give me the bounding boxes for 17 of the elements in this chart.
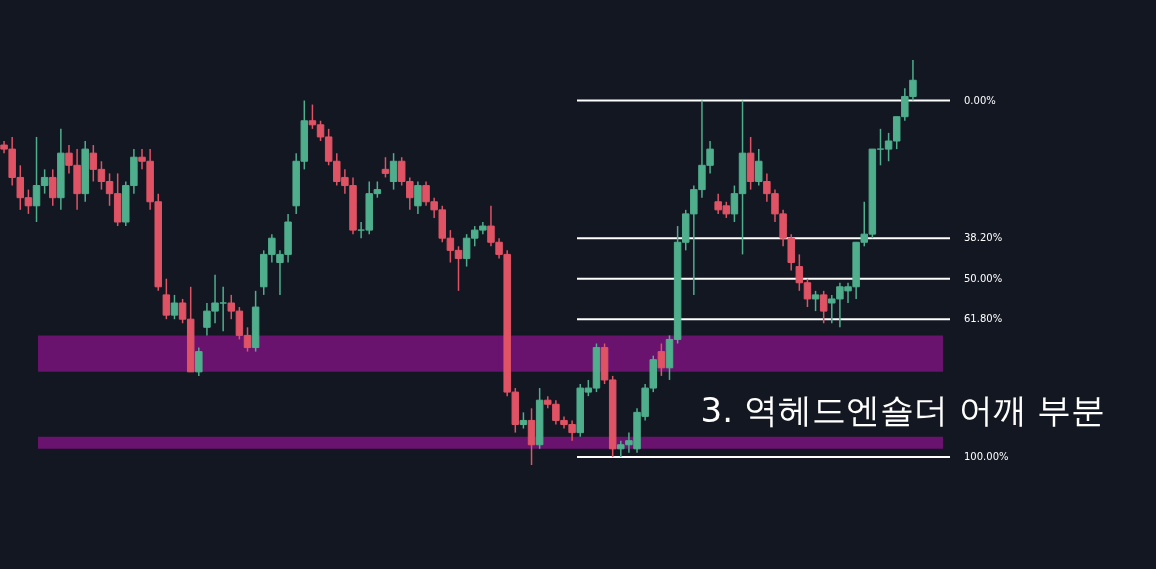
candlestick bbox=[414, 180, 422, 215]
candlestick bbox=[195, 346, 203, 377]
annotation: 3. 역헤드엔숄더 어깨 부분 bbox=[700, 390, 1106, 430]
candlestick bbox=[755, 148, 763, 187]
candlestick bbox=[170, 294, 179, 320]
text: 61.80% bbox=[964, 313, 1003, 325]
text: 50.00% bbox=[964, 272, 1003, 284]
candlestick bbox=[49, 168, 57, 207]
candlestick bbox=[381, 156, 390, 179]
text: 0.00% bbox=[964, 94, 996, 106]
text: 38.20% bbox=[964, 232, 1003, 244]
candlestick bbox=[657, 342, 666, 377]
text: 100.00% bbox=[964, 450, 1009, 462]
candlestick bbox=[819, 290, 828, 324]
candlestick bbox=[389, 152, 398, 191]
candlestick bbox=[162, 277, 171, 320]
candlestick bbox=[811, 290, 820, 312]
